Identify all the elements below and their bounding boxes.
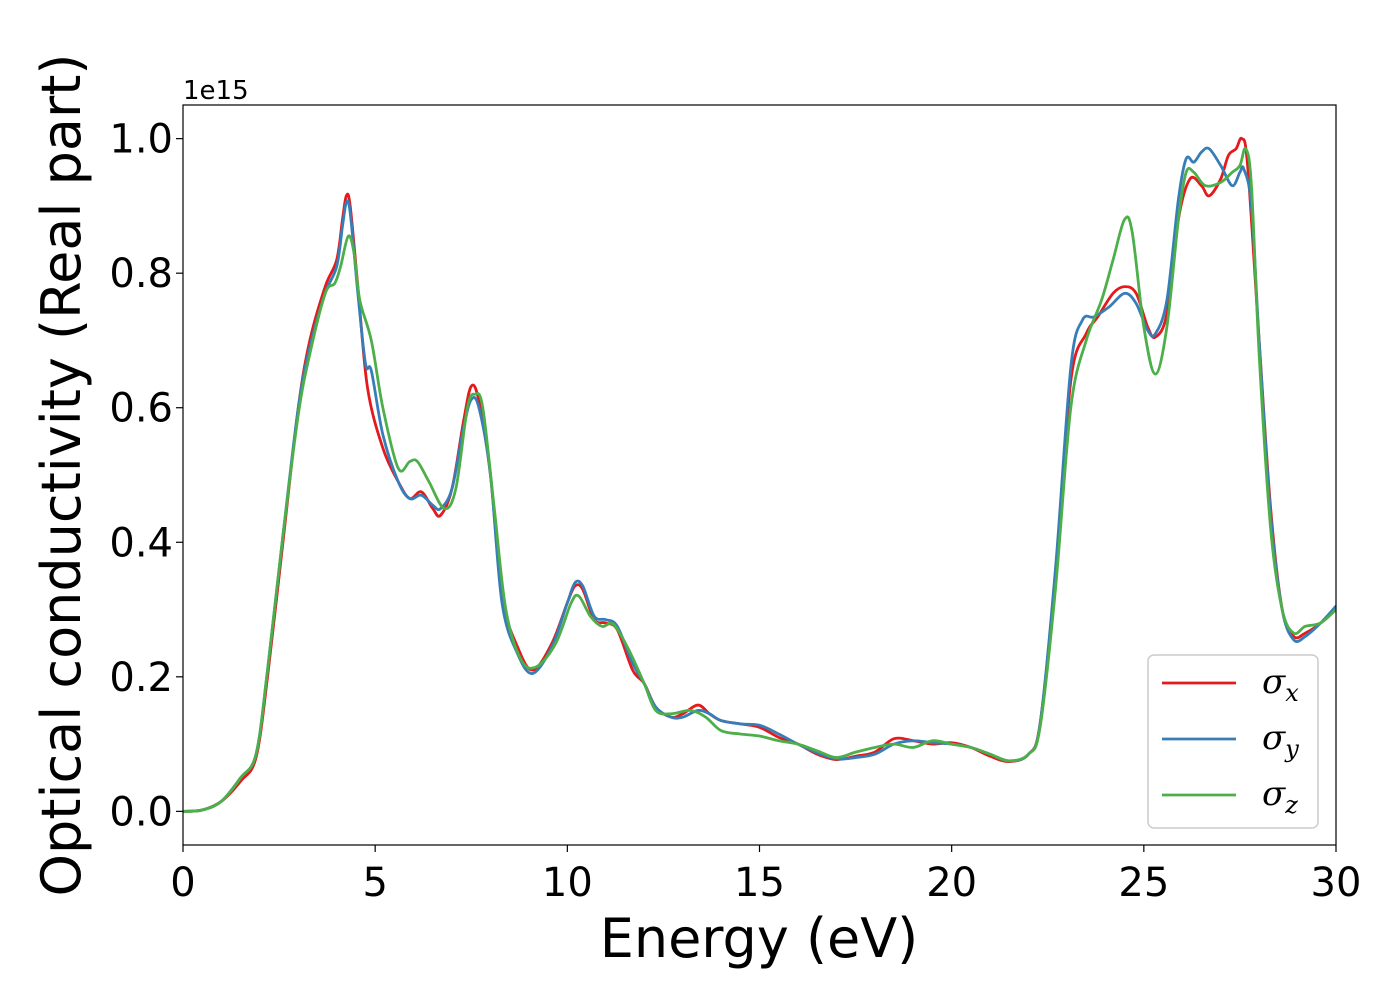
legend-box <box>1147 654 1319 829</box>
x-tick-label: 5 <box>362 860 387 906</box>
legend-label-sigma-x: σx <box>1262 662 1299 707</box>
x-tick-label: 25 <box>1118 860 1169 906</box>
y-tick-label: 0.6 <box>109 386 173 432</box>
x-tick-label: 15 <box>734 860 785 906</box>
y-axis: 0.0 0.2 0.4 0.6 0.8 1.0 <box>109 117 183 835</box>
x-tick-label: 10 <box>542 860 593 906</box>
series-layer <box>183 136 1336 813</box>
y-tick-label: 0.2 <box>109 655 173 701</box>
y-offset-label: 1e15 <box>183 76 249 106</box>
x-axis-label: Energy (eV) <box>600 907 919 970</box>
x-tick-label: 20 <box>926 860 977 906</box>
y-tick-label: 0.8 <box>109 251 173 297</box>
y-axis-label: Optical conductivity (Real part) <box>30 54 93 897</box>
legend-label-sigma-z: σz <box>1262 774 1298 819</box>
x-axis: 0 5 10 15 20 25 30 <box>170 845 1361 906</box>
x-tick-label: 30 <box>1311 860 1362 906</box>
x-tick-label: 0 <box>170 860 195 906</box>
y-tick-label: 1.0 <box>109 117 173 163</box>
y-tick-label: 0.4 <box>109 520 173 566</box>
legend-label-sigma-y: σy <box>1262 718 1299 763</box>
y-tick-label: 0.0 <box>109 789 173 835</box>
legend: σx σy σz <box>1147 654 1319 829</box>
series-line-sigma-y <box>183 146 1336 813</box>
series-line-sigma-z <box>183 146 1336 813</box>
